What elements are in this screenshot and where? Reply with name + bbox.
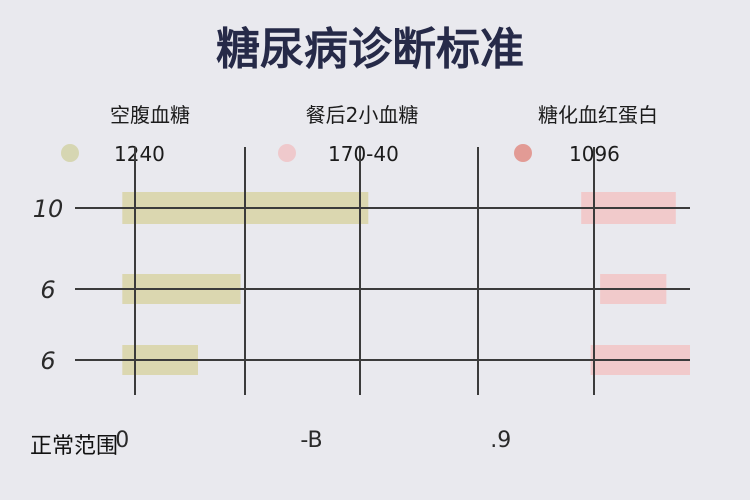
x-tick-label: .9: [490, 428, 511, 453]
x-tick-labels: 0 -B .9: [115, 428, 511, 453]
x-tick-label: 0: [115, 428, 129, 453]
legend-value-postprandial: 170-40: [328, 142, 399, 166]
legend-value-fasting: 1240: [114, 142, 165, 166]
y-tick-labels: 10 6 6: [33, 195, 64, 375]
y-tick-label: 6: [40, 276, 55, 304]
y-tick-label: 6: [40, 347, 55, 375]
legend-dot-fasting: [61, 144, 79, 162]
column-header-hba1c: 糖化血红蛋白: [538, 103, 658, 127]
bars-layer: [122, 192, 690, 375]
column-header-postprandial: 餐后2小血糖: [306, 103, 419, 127]
footer-label: 正常范围: [30, 434, 118, 459]
chart-title: 糖尿病诊断标准: [216, 24, 524, 75]
grid-layer: [75, 147, 690, 395]
legend-dot-postprandial: [278, 144, 296, 162]
x-tick-label: -B: [300, 428, 322, 453]
y-tick-label: 10: [33, 195, 64, 223]
legend-dot-hba1c: [514, 144, 532, 162]
column-header-fasting: 空腹血糖: [110, 103, 190, 127]
